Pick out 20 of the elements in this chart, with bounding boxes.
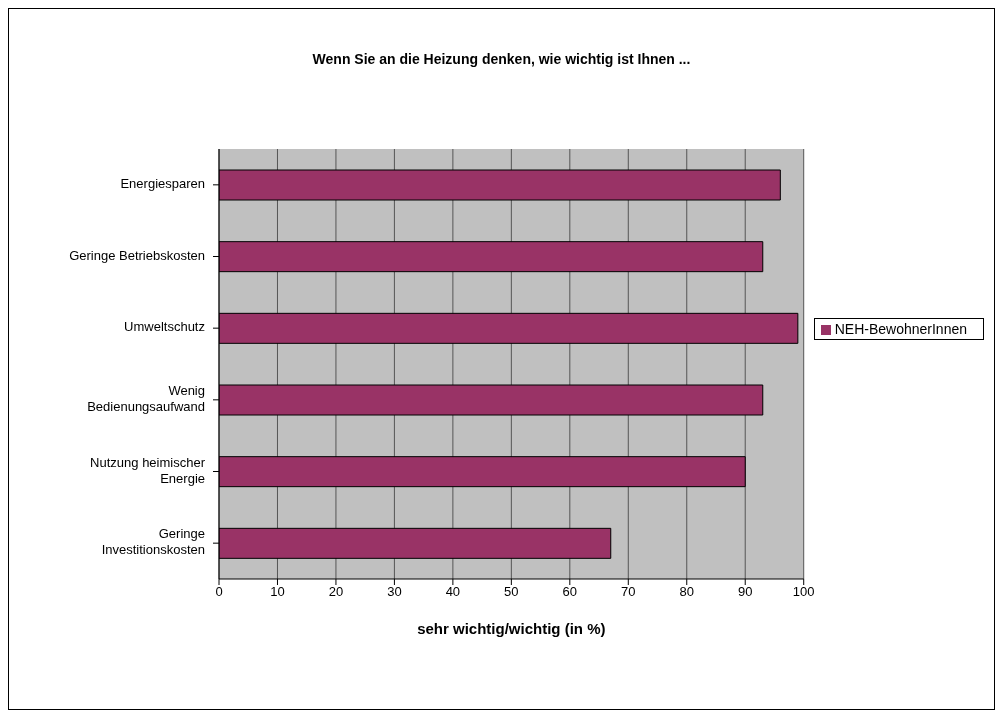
x-tick-label: 10 — [270, 584, 285, 600]
x-tick-label: 100 — [792, 584, 815, 600]
y-tick-label: Energiesparen — [120, 176, 205, 192]
x-tick-label: 70 — [621, 584, 636, 600]
x-tick-label: 40 — [445, 584, 461, 600]
y-tick-label: Nutzung heimischer Energie — [90, 454, 206, 486]
y-tick-label: Umweltschutz — [124, 319, 205, 335]
y-tick-label: Geringe Investitionskosten — [101, 526, 205, 558]
x-tick-label: 0 — [215, 584, 223, 600]
chart-title: Wenn Sie an die Heizung denken, wie wichtig ist Ihnen ... — [311, 51, 692, 67]
x-tick-label: 80 — [679, 584, 694, 600]
x-axis-title: sehr wichtig/wichtig (in %) — [417, 620, 606, 637]
x-tick-label: 50 — [504, 584, 519, 600]
x-tick-label: 90 — [738, 584, 753, 600]
y-tick-label: Wenig Bedienungsaufwand — [87, 383, 205, 415]
x-tick-label: 30 — [387, 584, 402, 600]
legend-label: NEH-BewohnerInnen — [834, 321, 967, 337]
x-tick-label: 60 — [562, 584, 578, 600]
y-tick-label: Geringe Betriebskosten — [69, 247, 205, 263]
x-tick-label: 20 — [328, 584, 344, 600]
